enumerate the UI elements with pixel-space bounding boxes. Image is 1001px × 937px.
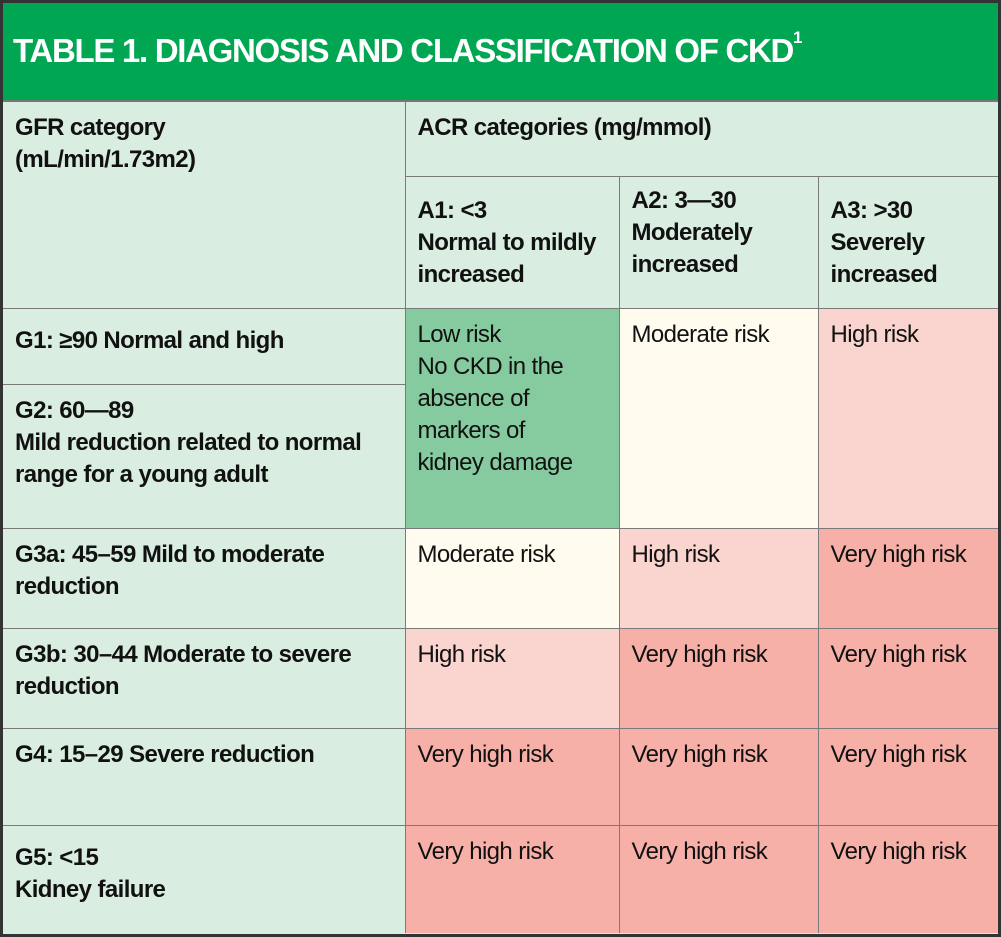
gfr-line: range for a young adult <box>15 460 268 488</box>
risk-cell-very-high: Very high risk <box>817 627 999 729</box>
gfr-g1: G1: ≥90 Normal and high <box>3 307 406 385</box>
gfr-line: G5: <15 <box>15 843 99 871</box>
gfr-g2: G2: 60—89 Mild reduction related to norm… <box>3 383 405 529</box>
risk-cell-very-high: Very high risk <box>404 824 620 933</box>
gfr-header: GFR category (mL/min/1.73m2) <box>3 102 406 309</box>
gfr-header-line: GFR category <box>15 114 166 141</box>
header-line: A2: 3—30 <box>631 186 737 214</box>
gfr-header-line: (mL/min/1.73m2) <box>15 146 196 173</box>
gfr-line: G2: 60—89 <box>15 396 134 424</box>
title-reference: 1 <box>793 28 802 47</box>
table-title: TABLE 1. DIAGNOSIS AND CLASSIFICATION OF… <box>3 3 998 102</box>
risk-cell-moderate: Moderate risk <box>404 527 620 629</box>
header-line: Normal to mildly <box>417 228 597 256</box>
risk-cell-low: Low risk No CKD in the absence of marker… <box>404 307 620 529</box>
header-line: increased <box>417 260 525 288</box>
header-line: A1: <3 <box>417 196 488 224</box>
risk-line: No CKD in the <box>417 352 564 380</box>
risk-cell-very-high: Very high risk <box>404 727 620 826</box>
header-line: A3: >30 <box>830 196 913 224</box>
risk-cell-very-high: Very high risk <box>618 824 819 933</box>
risk-cell-high: High risk <box>404 627 620 729</box>
gfr-line: Mild reduction related to normal <box>15 428 362 456</box>
acr-a1-header: A1: <3 Normal to mildly increased <box>405 175 620 309</box>
header-line: Moderately <box>631 218 753 246</box>
gfr-line: reduction <box>15 672 120 700</box>
gfr-g3a: G3a: 45–59 Mild to moderate reduction <box>3 527 406 629</box>
risk-cell-very-high: Very high risk <box>817 527 999 629</box>
risk-cell-very-high: Very high risk <box>817 727 999 826</box>
gfr-g5: G5: <15 Kidney failure <box>3 824 406 933</box>
acr-a3-header: A3: >30 Severely increased <box>817 175 999 309</box>
risk-cell-very-high: Very high risk <box>618 727 819 826</box>
risk-cell-moderate: Moderate risk <box>618 307 819 529</box>
gfr-line: G3b: 30–44 Moderate to severe <box>15 640 352 668</box>
title-text: TABLE 1. DIAGNOSIS AND CLASSIFICATION OF… <box>13 32 794 69</box>
gfr-line: G4: 15–29 Severe reduction <box>15 740 315 768</box>
risk-cell-high: High risk <box>618 527 819 629</box>
acr-a2-header: A2: 3—30 Moderately increased <box>618 175 819 309</box>
gfr-line: G3a: 45–59 Mild to moderate <box>15 540 325 568</box>
risk-line: Low risk <box>417 320 502 348</box>
classification-table: GFR category (mL/min/1.73m2) ACR categor… <box>3 102 999 933</box>
gfr-line: reduction <box>15 572 120 600</box>
risk-cell-high: High risk <box>817 307 999 529</box>
gfr-g3b: G3b: 30–44 Moderate to severe reduction <box>3 627 406 729</box>
risk-cell-very-high: Very high risk <box>618 627 819 729</box>
header-line: Severely <box>830 228 926 256</box>
header-line: increased <box>631 250 739 278</box>
acr-header: ACR categories (mg/mmol) <box>404 102 999 177</box>
risk-line: markers of <box>417 416 526 444</box>
risk-line: kidney damage <box>417 448 574 476</box>
risk-line: absence of <box>417 384 530 412</box>
risk-cell-very-high: Very high risk <box>817 824 999 933</box>
header-line: increased <box>830 260 938 288</box>
gfr-line: G1: ≥90 Normal and high <box>15 326 284 354</box>
gfr-line: Kidney failure <box>15 875 166 903</box>
gfr-g4: G4: 15–29 Severe reduction <box>3 727 406 826</box>
